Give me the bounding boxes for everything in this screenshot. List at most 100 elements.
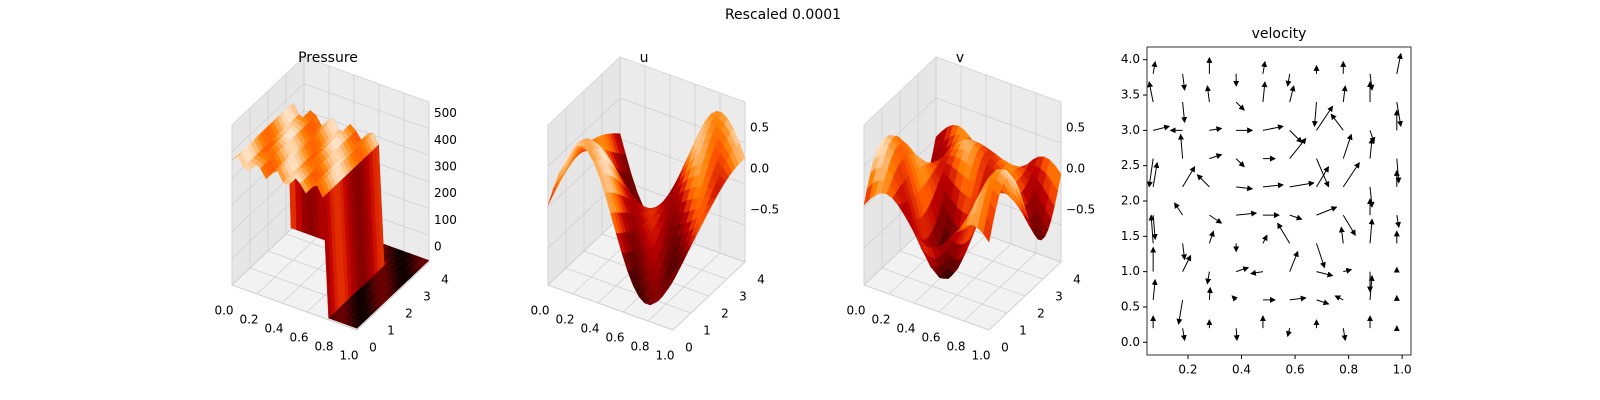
axes-title: velocity: [1252, 26, 1307, 42]
y-tick-label: 3: [423, 290, 431, 304]
quiver-arrow: [1286, 328, 1292, 338]
quiver-arrow: [1396, 102, 1403, 128]
quiver-arrow: [1316, 166, 1329, 188]
quiver-arrow: [1235, 101, 1245, 111]
quiver-arrow: [1151, 60, 1158, 74]
x-tick-label: 0.0: [530, 304, 549, 318]
grid-line: [565, 267, 692, 314]
x-tick-label: 0.8: [630, 340, 649, 354]
grid-line: [547, 97, 621, 167]
quiver-arrow: [1206, 286, 1213, 300]
quiver-arrow: [1289, 295, 1307, 302]
quiver-arrow: [1196, 174, 1210, 188]
quiver-arrow: [1262, 234, 1268, 244]
x-tick-label: 0.8: [314, 340, 333, 354]
quiver-arrow: [1342, 162, 1360, 188]
y-tick-label: 0.5: [1121, 299, 1140, 313]
axes-3d: 0.00.20.40.60.81.0012340100200300400500P…: [214, 50, 456, 363]
y-tick-label: 1.5: [1121, 229, 1140, 243]
x-tick-label: 0.4: [1232, 363, 1251, 377]
axes-title: u: [640, 50, 649, 66]
grid-line: [935, 97, 1062, 144]
x-tick-label: 0.2: [1178, 363, 1197, 377]
grid-line: [231, 284, 358, 331]
z-tick-label: 0.0: [1066, 162, 1085, 176]
quiver-arrow: [1262, 124, 1284, 131]
y-tick-label: 3: [1055, 290, 1063, 304]
y-tick-label: 2: [721, 307, 729, 321]
x-tick-label: 0.4: [896, 322, 915, 336]
y-tick-label: 0: [685, 341, 693, 355]
x-tick-label: 0.0: [214, 304, 233, 318]
quiver-arrow: [1181, 102, 1188, 124]
quiver-arrow: [1277, 222, 1291, 244]
quiver-arrow: [1146, 158, 1154, 188]
quiver-arrow: [1236, 266, 1250, 273]
y-tick-label: 4: [1073, 273, 1081, 287]
y-tick-label: 1.0: [1121, 264, 1140, 278]
quiver-arrow: [1396, 52, 1403, 74]
y-tick-label: 3.0: [1121, 123, 1140, 137]
quiver-arrow: [1289, 180, 1315, 188]
quiver-arrow: [1209, 126, 1223, 133]
quiver-arrow: [1341, 328, 1348, 342]
x-tick-label: 1.0: [1393, 363, 1412, 377]
quiver-arrow: [1369, 130, 1376, 144]
quiver-arrow: [1289, 250, 1299, 272]
y-tick-label: 2.0: [1121, 194, 1140, 208]
z-tick-label: 0.5: [1066, 121, 1085, 135]
y-tick-label: 1: [1019, 324, 1027, 338]
grid-line: [303, 109, 430, 156]
quiver-arrow: [1289, 137, 1307, 159]
quiver-arrow: [1342, 214, 1356, 236]
quiver-arrow: [1181, 243, 1187, 261]
quiver-arrow: [1209, 153, 1223, 160]
quiver-arrow: [1182, 166, 1196, 188]
z-tick-label: −0.5: [1066, 203, 1095, 217]
quiver-arrow: [1178, 133, 1185, 159]
x-tick-label: 0.0: [846, 304, 865, 318]
x-tick-label: 0.4: [264, 322, 283, 336]
quiver-arrow: [1182, 254, 1192, 272]
z-tick-label: −0.5: [750, 203, 779, 217]
x-tick-label: 0.4: [580, 322, 599, 336]
quiver-arrow: [1289, 214, 1303, 221]
quiver-arrow: [1181, 73, 1187, 91]
quiver-arrow: [1152, 161, 1160, 187]
y-tick-label: 2: [405, 307, 413, 321]
x-tick-label: 0.2: [555, 313, 574, 327]
quiver-arrow: [1285, 73, 1292, 87]
y-tick-label: 3: [739, 290, 747, 304]
y-tick-label: 1: [703, 324, 711, 338]
quiver-arrow: [1236, 185, 1254, 192]
x-tick-label: 1.0: [971, 349, 990, 363]
y-tick-label: 0: [1001, 341, 1009, 355]
x-tick-label: 0.6: [921, 331, 940, 345]
quiver-arrow: [1316, 243, 1326, 269]
quiver-arrow: [1151, 278, 1158, 300]
quiver-arrow: [1289, 85, 1296, 103]
quiver-arrow: [1338, 226, 1345, 244]
quiver-arrow: [1395, 158, 1402, 184]
quiver-arrow: [1316, 206, 1338, 216]
quiver-arrow: [1261, 81, 1268, 103]
z-tick-label: 300: [434, 160, 457, 174]
quiver-arrow: [1205, 271, 1212, 285]
figure-title: Rescaled 0.0001: [725, 7, 841, 23]
z-tick-label: 100: [434, 213, 457, 227]
z-tick-label: 0: [434, 240, 442, 254]
grid-line: [303, 83, 430, 130]
z-tick-label: 400: [434, 133, 457, 147]
quiver-arrow: [1174, 202, 1184, 216]
quiver-arrow: [1231, 295, 1238, 302]
y-tick-label: 3.5: [1121, 88, 1140, 102]
y-tick-label: 2: [1037, 307, 1045, 321]
grid-line: [899, 250, 1026, 297]
surface-patch: [350, 323, 361, 329]
y-tick-label: 4: [757, 273, 765, 287]
quiver-arrow: [1262, 182, 1284, 189]
quiver-arrow: [1311, 102, 1318, 128]
